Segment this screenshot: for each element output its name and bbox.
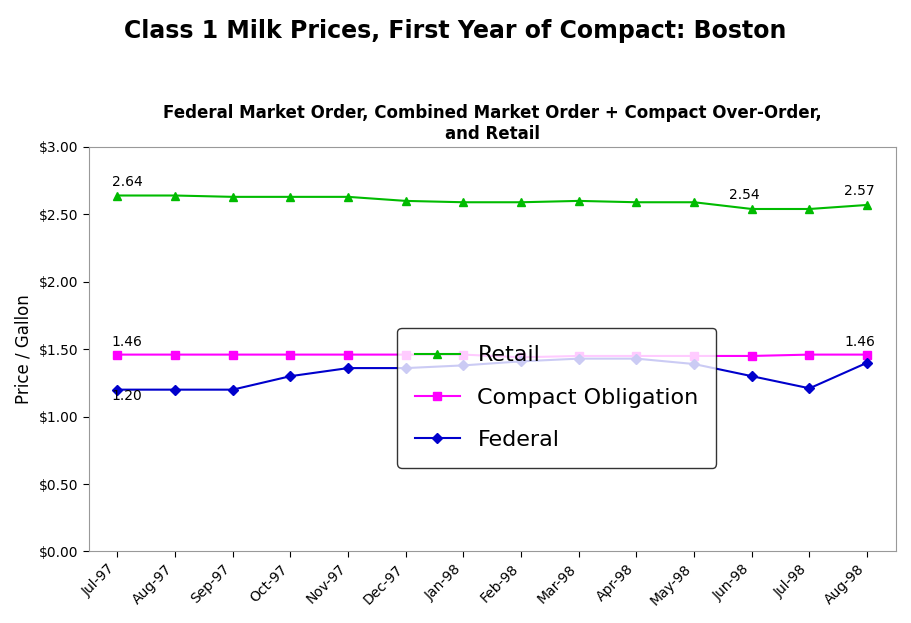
Compact Obligation	[689, 352, 700, 359]
Compact Obligation	[746, 352, 757, 359]
Retail	[228, 193, 239, 201]
Retail	[112, 192, 123, 199]
Legend: Retail, Compact Obligation, Federal: Retail, Compact Obligation, Federal	[397, 328, 716, 467]
Retail	[458, 199, 469, 206]
Text: 1.46: 1.46	[844, 335, 875, 350]
Text: 2.64: 2.64	[112, 175, 142, 189]
Retail	[343, 193, 353, 201]
Compact Obligation	[169, 351, 180, 358]
Federal	[746, 373, 757, 380]
Compact Obligation	[228, 351, 239, 358]
Retail	[516, 199, 527, 206]
Line: Compact Obligation: Compact Obligation	[113, 350, 871, 361]
Federal	[689, 360, 700, 368]
Federal	[516, 358, 527, 365]
Compact Obligation	[343, 351, 353, 358]
Retail	[631, 199, 642, 206]
Line: Federal: Federal	[114, 355, 871, 393]
Federal	[400, 364, 411, 372]
Federal	[169, 386, 180, 393]
Federal	[862, 359, 873, 366]
Retail	[285, 193, 296, 201]
Compact Obligation	[804, 351, 815, 358]
Text: Class 1 Milk Prices, First Year of Compact: Boston: Class 1 Milk Prices, First Year of Compa…	[124, 19, 787, 43]
Federal	[804, 384, 815, 392]
Federal	[343, 364, 353, 372]
Retail	[169, 192, 180, 199]
Y-axis label: Price / Gallon: Price / Gallon	[15, 294, 33, 404]
Federal	[631, 355, 642, 363]
Title: Federal Market Order, Combined Market Order + Compact Over-Order,
and Retail: Federal Market Order, Combined Market Or…	[163, 104, 822, 143]
Compact Obligation	[285, 351, 296, 358]
Compact Obligation	[112, 351, 123, 358]
Compact Obligation	[631, 352, 642, 359]
Compact Obligation	[573, 352, 584, 359]
Text: 1.20: 1.20	[112, 389, 142, 403]
Text: 1.46: 1.46	[112, 335, 142, 350]
Federal	[458, 361, 469, 369]
Compact Obligation	[862, 351, 873, 358]
Retail	[573, 197, 584, 204]
Federal	[285, 373, 296, 380]
Text: 2.54: 2.54	[729, 188, 760, 202]
Retail	[689, 199, 700, 206]
Retail	[746, 205, 757, 212]
Federal	[228, 386, 239, 393]
Federal	[112, 386, 123, 393]
Retail	[804, 205, 815, 212]
Compact Obligation	[516, 354, 527, 361]
Text: 2.57: 2.57	[844, 184, 875, 198]
Federal	[573, 355, 584, 363]
Retail	[400, 197, 411, 204]
Line: Retail: Retail	[113, 191, 871, 213]
Compact Obligation	[400, 351, 411, 358]
Retail	[862, 201, 873, 209]
Compact Obligation	[458, 351, 469, 358]
